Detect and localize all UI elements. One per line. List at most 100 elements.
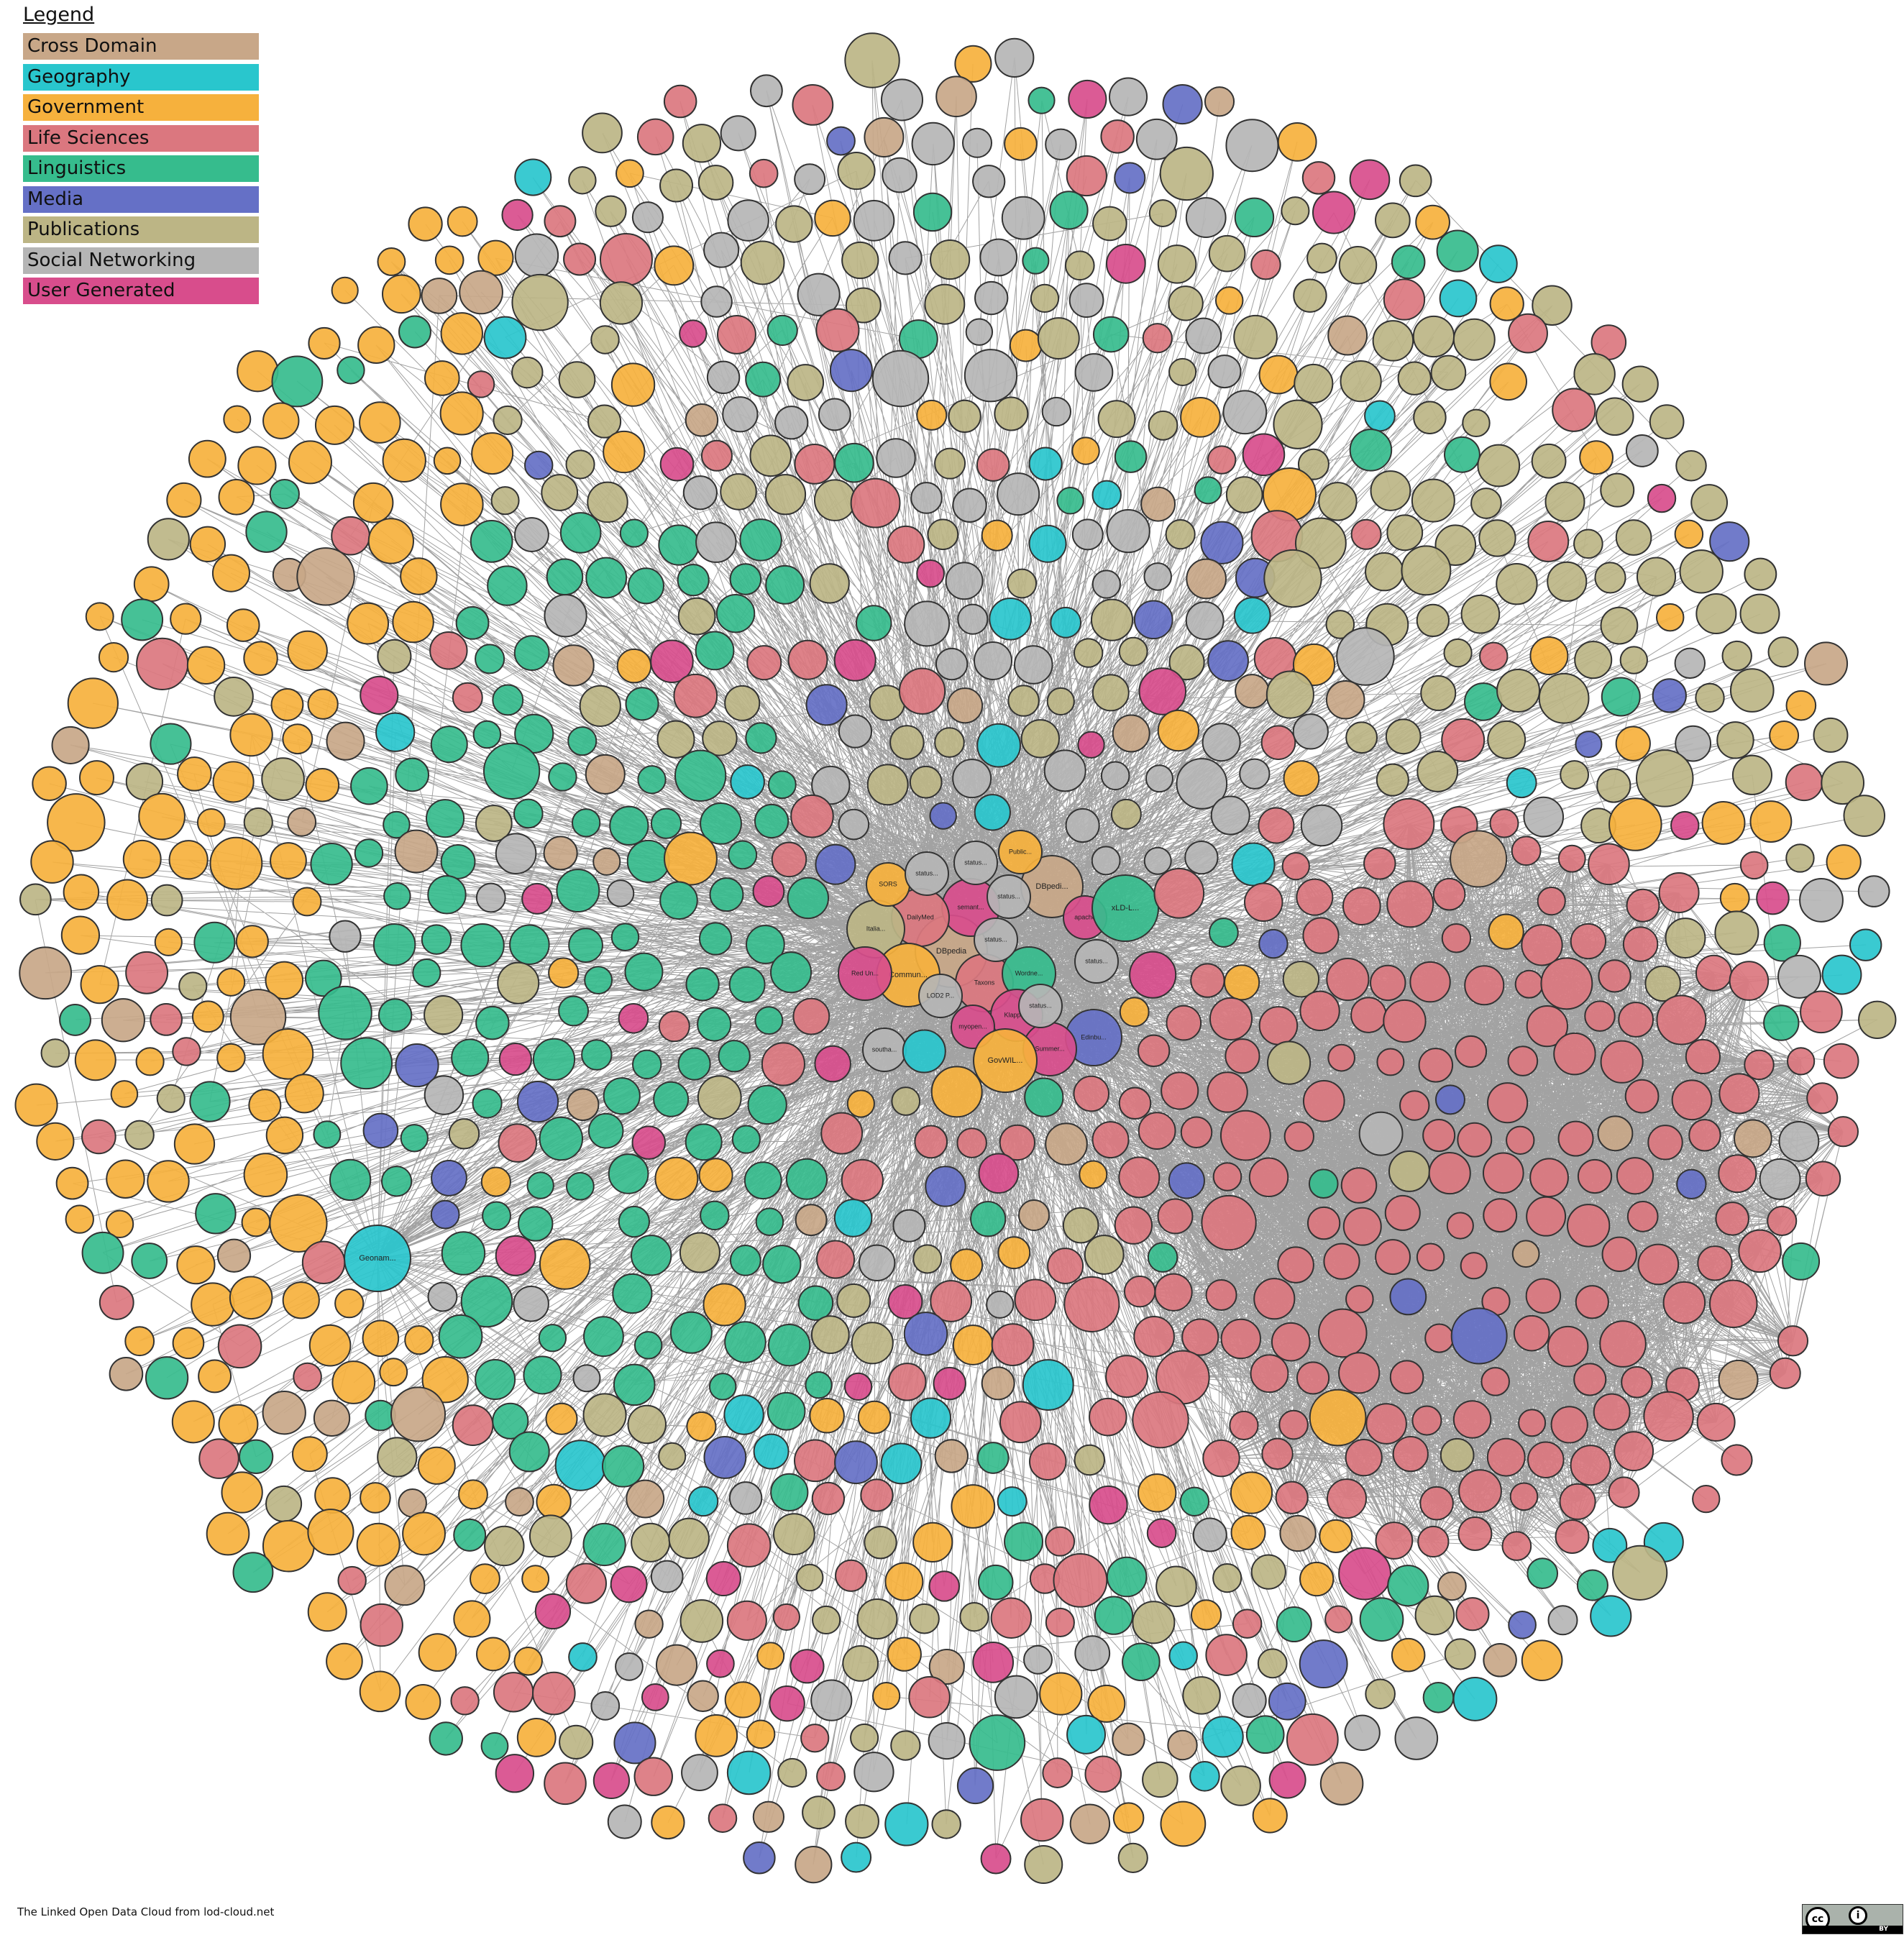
- dataset-node[interactable]: [724, 685, 761, 721]
- dataset-node[interactable]: [607, 1804, 642, 1839]
- dataset-node[interactable]: [1514, 969, 1544, 999]
- dataset-node[interactable]: [843, 1372, 873, 1401]
- dataset-node[interactable]: [430, 1199, 460, 1230]
- dataset-node[interactable]: [548, 957, 580, 989]
- dataset-node[interactable]: [1506, 767, 1537, 799]
- dataset-node[interactable]: [723, 1394, 764, 1435]
- dataset-node[interactable]: [603, 430, 646, 474]
- dataset-node[interactable]: [337, 1565, 367, 1596]
- dataset-node[interactable]: [1079, 1160, 1108, 1189]
- dataset-node[interactable]: [1046, 687, 1075, 716]
- dataset-node[interactable]: [1338, 1352, 1381, 1394]
- dataset-node[interactable]: [1547, 1605, 1578, 1636]
- dataset-node[interactable]: [1231, 842, 1276, 887]
- dataset-node[interactable]: [516, 1717, 557, 1757]
- dataset-node[interactable]: [837, 151, 876, 191]
- dataset-node[interactable]: [1100, 761, 1130, 791]
- dataset-node[interactable]: [337, 356, 365, 385]
- dataset-node[interactable]: [833, 1199, 873, 1237]
- dataset-node[interactable]: [458, 1479, 488, 1510]
- dataset-node[interactable]: [880, 78, 924, 122]
- dataset-node[interactable]: [933, 1366, 966, 1401]
- dataset-node[interactable]: [145, 1356, 189, 1400]
- dataset-node[interactable]: [484, 1525, 525, 1567]
- dataset-node[interactable]: [1716, 721, 1754, 759]
- dataset-node[interactable]: [1279, 1514, 1317, 1552]
- dataset-node[interactable]: [1154, 1273, 1193, 1312]
- dataset-node[interactable]: [679, 1232, 720, 1273]
- dataset-node[interactable]: [1189, 1761, 1220, 1792]
- dataset-node[interactable]: [1318, 1308, 1368, 1358]
- dataset-node[interactable]: [514, 713, 554, 754]
- dataset-node[interactable]: [1258, 928, 1289, 959]
- dataset-node[interactable]: [581, 1039, 613, 1071]
- dataset-node[interactable]: [1167, 1729, 1198, 1761]
- dataset-node[interactable]: [424, 360, 460, 396]
- dataset-node[interactable]: Geonam...: [344, 1225, 411, 1292]
- dataset-node[interactable]: [1409, 961, 1451, 1003]
- dataset-node[interactable]: [1575, 1285, 1609, 1319]
- dataset-node[interactable]: [1145, 764, 1173, 793]
- dataset-node[interactable]: [703, 1436, 747, 1479]
- dataset-node[interactable]: [658, 1442, 687, 1470]
- dataset-node[interactable]: [308, 1324, 352, 1367]
- dataset-node[interactable]: [1579, 440, 1614, 475]
- dataset-node[interactable]: [720, 115, 756, 152]
- dataset-node[interactable]: [566, 1088, 600, 1122]
- dataset-node[interactable]: [1671, 1079, 1713, 1121]
- dataset-node[interactable]: [1443, 638, 1473, 668]
- dataset-node[interactable]: [997, 1236, 1031, 1270]
- dataset-node[interactable]: [1296, 878, 1334, 916]
- dataset-node[interactable]: [1114, 1206, 1153, 1245]
- dataset-node[interactable]: [954, 45, 992, 83]
- dataset-node[interactable]: [1444, 436, 1480, 473]
- dataset-node[interactable]: [1133, 1316, 1175, 1358]
- dataset-node[interactable]: [1527, 1441, 1565, 1478]
- dataset-node[interactable]: [1047, 1248, 1084, 1285]
- dataset-node[interactable]: [952, 1324, 994, 1365]
- dataset-node[interactable]: [928, 1648, 965, 1685]
- dataset-node[interactable]: [357, 326, 395, 365]
- dataset-node[interactable]: [1709, 1279, 1758, 1329]
- dataset-node[interactable]: [350, 767, 388, 805]
- dataset-node[interactable]: [948, 399, 981, 434]
- dataset-node[interactable]: [729, 563, 762, 595]
- dataset-node[interactable]: [1452, 1400, 1492, 1439]
- dataset-node[interactable]: [1625, 434, 1659, 467]
- dataset-node[interactable]: [659, 447, 695, 482]
- dataset-node[interactable]: [785, 1158, 828, 1200]
- dataset-node[interactable]: [314, 1477, 352, 1514]
- dataset-node[interactable]: [1273, 399, 1323, 449]
- dataset-node[interactable]: [584, 966, 613, 995]
- dataset-node[interactable]: [211, 554, 250, 592]
- dataset-node[interactable]: [1593, 1393, 1631, 1431]
- dataset-node[interactable]: [658, 524, 700, 566]
- dataset-node[interactable]: [769, 1685, 805, 1722]
- dataset-node[interactable]: [133, 566, 170, 603]
- dataset-node[interactable]: [633, 1757, 673, 1796]
- dataset-node[interactable]: [229, 1276, 273, 1320]
- dataset-node[interactable]: [237, 446, 277, 485]
- dataset-node[interactable]: status...: [953, 841, 998, 885]
- dataset-node[interactable]: [811, 1481, 846, 1516]
- dataset-node[interactable]: [1670, 810, 1700, 841]
- dataset-node[interactable]: [261, 757, 305, 801]
- dataset-node[interactable]: [1066, 155, 1107, 197]
- dataset-node[interactable]: [1566, 1204, 1611, 1248]
- dataset-node[interactable]: [424, 994, 464, 1035]
- dataset-node[interactable]: [789, 1649, 825, 1684]
- dataset-node[interactable]: [1250, 249, 1281, 280]
- dataset-node[interactable]: [746, 925, 785, 964]
- dataset-node[interactable]: [217, 1324, 262, 1369]
- dataset-node[interactable]: [685, 403, 719, 437]
- dataset-node[interactable]: [853, 200, 895, 242]
- dataset-node[interactable]: [720, 473, 757, 511]
- dataset-node[interactable]: [1242, 433, 1286, 477]
- dataset-node[interactable]: [326, 1642, 363, 1680]
- dataset-node[interactable]: [1560, 760, 1590, 790]
- dataset-node[interactable]: [1521, 1639, 1563, 1682]
- dataset-node[interactable]: [477, 239, 514, 276]
- dataset-node[interactable]: [367, 518, 414, 564]
- dataset-node[interactable]: [841, 241, 879, 280]
- dataset-node[interactable]: [150, 884, 183, 917]
